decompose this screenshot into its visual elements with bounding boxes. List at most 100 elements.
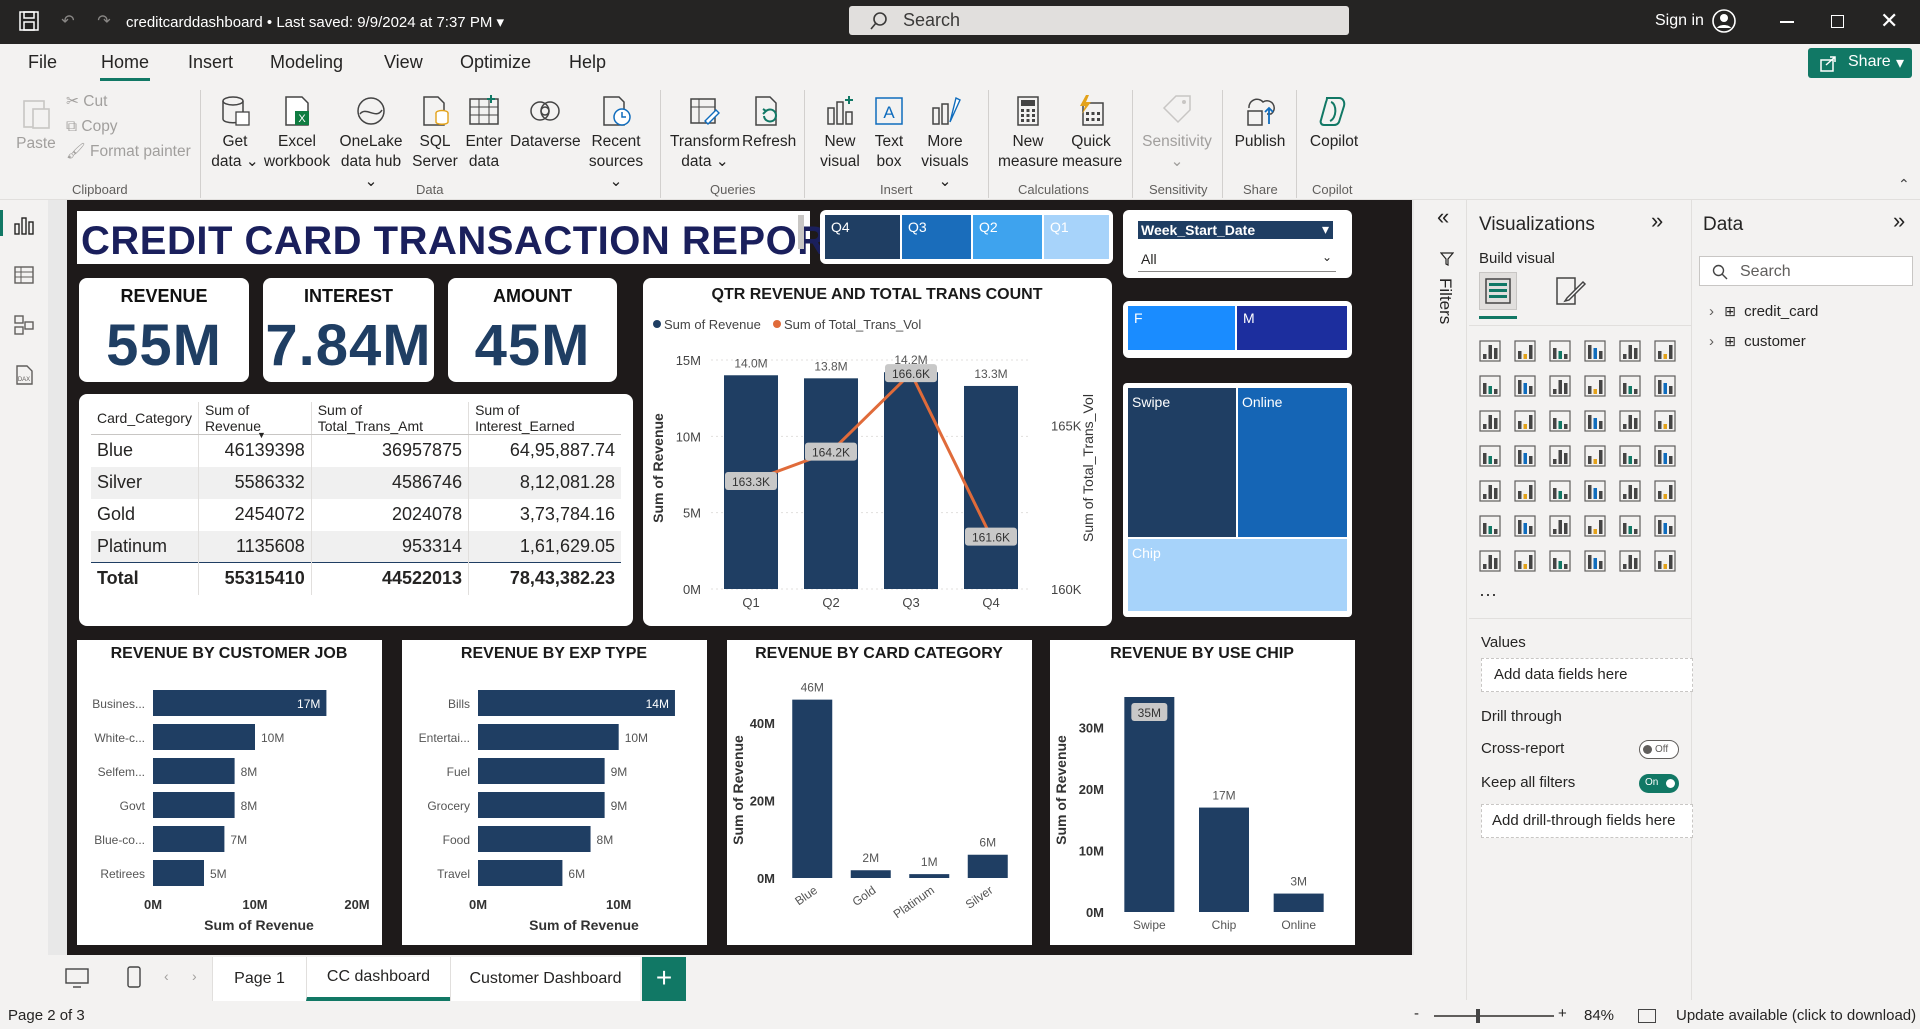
table-row[interactable]: Blue 46139398 36957875 64,95,887.74 (91, 434, 621, 467)
ribbon-chart-icon[interactable] (1582, 373, 1608, 399)
line-column-icon[interactable] (1617, 373, 1643, 399)
area-chart-icon[interactable] (1512, 373, 1538, 399)
prev-page-icon[interactable]: ‹ (164, 968, 169, 984)
more-visuals-ellipsis[interactable]: ··· (1479, 584, 1497, 604)
treemap-tile-online[interactable]: Online (1238, 388, 1347, 537)
stacked-column-icon[interactable] (1512, 338, 1538, 364)
card-new-icon[interactable] (1512, 548, 1538, 574)
waterfall-icon[interactable] (1477, 408, 1503, 434)
data-search-input[interactable]: Search (1699, 256, 1913, 286)
column-header[interactable]: Sum of Total_Trans_Amt ▼ (257, 402, 470, 440)
multirow-card-icon[interactable] (1652, 443, 1678, 469)
table-view-icon[interactable] (13, 264, 35, 286)
paginated-icon[interactable] (1477, 548, 1503, 574)
values-drop-zone[interactable]: Add data fields here (1481, 658, 1693, 692)
narrative-icon[interactable] (1582, 513, 1608, 539)
cross-report-toggle[interactable]: Off (1639, 740, 1679, 759)
quick-measure-button[interactable]: Quick measure (1062, 94, 1122, 172)
data-table-credit-card[interactable]: › ⊞ credit_card (1709, 303, 1819, 320)
mobile-layout-icon[interactable] (126, 965, 142, 989)
100-bar-icon[interactable] (1617, 338, 1643, 364)
slicer-tile-m[interactable]: M (1237, 306, 1347, 350)
zoom-thumb[interactable] (1476, 1009, 1480, 1023)
format-visual-icon[interactable] (1553, 274, 1587, 308)
onelake-button[interactable]: OneLake data hub ⌄ (334, 94, 408, 192)
document-title[interactable]: creditcarddashboard • Last saved: 9/9/20… (126, 14, 505, 31)
save-icon[interactable] (18, 10, 42, 34)
slicer-tile-q1[interactable]: Q1 (1044, 215, 1109, 259)
python-visual-icon[interactable] (1652, 478, 1678, 504)
sign-in-button[interactable]: Sign in (1655, 12, 1704, 29)
excel-workbook-button[interactable]: X Excel workbook (262, 94, 332, 172)
zoom-slider[interactable] (1434, 1009, 1554, 1023)
update-available-link[interactable]: Update available (click to download) (1676, 1007, 1917, 1024)
sensitivity-button[interactable]: Sensitivity ⌄ (1140, 94, 1214, 172)
key-influencers-icon[interactable] (1477, 513, 1503, 539)
qa-icon[interactable] (1547, 513, 1573, 539)
format-painter-button[interactable]: 🖌 Format painter (66, 143, 191, 160)
gauge-icon[interactable] (1582, 443, 1608, 469)
zoom-out-button[interactable]: - (1414, 1005, 1419, 1022)
sql-server-button[interactable]: SQL Server (412, 94, 458, 172)
kpi-icon[interactable] (1477, 478, 1503, 504)
r-visual-icon[interactable] (1617, 478, 1643, 504)
transform-data-button[interactable]: Transform data ⌄ (670, 94, 740, 172)
decomposition-tree-icon[interactable] (1512, 513, 1538, 539)
menu-file[interactable]: File (28, 52, 58, 72)
enter-data-button[interactable]: Enter data (462, 94, 506, 172)
model-view-icon[interactable] (13, 314, 35, 336)
refresh-button[interactable]: Refresh (742, 94, 796, 152)
dax-query-view-icon[interactable]: DAX (13, 364, 35, 386)
treemap-icon[interactable] (1652, 408, 1678, 434)
more-chevron-icon[interactable] (1652, 548, 1678, 574)
more-visuals-button[interactable]: More visuals ⌄ (916, 94, 974, 192)
stacked-bar-icon[interactable] (1477, 338, 1503, 364)
menu-view[interactable]: View (384, 52, 423, 72)
slicer-tile-f[interactable]: F (1128, 306, 1235, 350)
treemap-tile-swipe[interactable]: Swipe (1128, 388, 1236, 537)
line-chart-icon[interactable] (1477, 373, 1503, 399)
maximize-button[interactable] (1831, 15, 1844, 28)
zoom-in-button[interactable]: + (1558, 1005, 1567, 1022)
slicer-tile-q4[interactable]: Q4 (825, 215, 900, 259)
paste-button[interactable]: Paste (14, 96, 58, 154)
column-header[interactable]: Sum of Interest_Earned (468, 402, 621, 435)
global-search[interactable]: Search (849, 6, 1349, 35)
share-button[interactable]: Share ▾ (1808, 48, 1912, 78)
copy-button[interactable]: ⧉ Copy (66, 118, 118, 135)
menu-modeling[interactable]: Modeling (270, 52, 344, 72)
get-data-button[interactable]: Get data ⌄ (210, 94, 260, 172)
redo-icon[interactable]: ↷ (97, 13, 111, 30)
matrix-icon[interactable] (1582, 478, 1608, 504)
menu-optimize[interactable]: Optimize (460, 52, 532, 72)
data-table-customer[interactable]: › ⊞ customer (1709, 333, 1806, 350)
next-page-icon[interactable]: › (192, 968, 197, 984)
line-stacked-column-icon[interactable] (1652, 373, 1678, 399)
title-scrollbar[interactable] (798, 215, 804, 249)
column-header[interactable]: Sum of Revenue (198, 402, 312, 435)
close-button[interactable]: ✕ (1880, 8, 1899, 33)
scatter-icon[interactable] (1547, 408, 1573, 434)
menu-help[interactable]: Help (569, 52, 607, 72)
clustered-column-icon[interactable] (1582, 338, 1608, 364)
report-view-icon[interactable] (13, 214, 35, 236)
collapse-visualizations-icon[interactable]: » (1651, 208, 1664, 233)
filters-pane-collapsed[interactable]: « Filters (1427, 200, 1467, 1000)
minimize-button[interactable] (1780, 21, 1794, 23)
power-apps-icon[interactable] (1582, 548, 1608, 574)
donut-chart-icon[interactable] (1617, 408, 1643, 434)
new-visual-button[interactable]: New visual (816, 94, 864, 172)
treemap-tile-chip[interactable]: Chip (1128, 539, 1347, 611)
card-icon[interactable] (1617, 443, 1643, 469)
page-tab-1[interactable]: Page 1 (212, 957, 306, 1001)
copilot-button[interactable]: Copilot (1304, 94, 1364, 152)
table-row[interactable]: Gold 2454072 2024078 3,73,784.16 (91, 498, 621, 531)
azure-map-icon[interactable] (1547, 443, 1573, 469)
menu-home[interactable]: Home (101, 52, 150, 72)
fit-page-icon[interactable] (1638, 1009, 1656, 1023)
drill-through-drop-zone[interactable]: Add drill-through fields here (1481, 804, 1693, 838)
column-header[interactable]: Card_Category (91, 402, 199, 435)
power-automate-icon[interactable] (1617, 548, 1643, 574)
add-page-button[interactable]: + (642, 957, 686, 1001)
account-icon[interactable] (1712, 9, 1736, 33)
